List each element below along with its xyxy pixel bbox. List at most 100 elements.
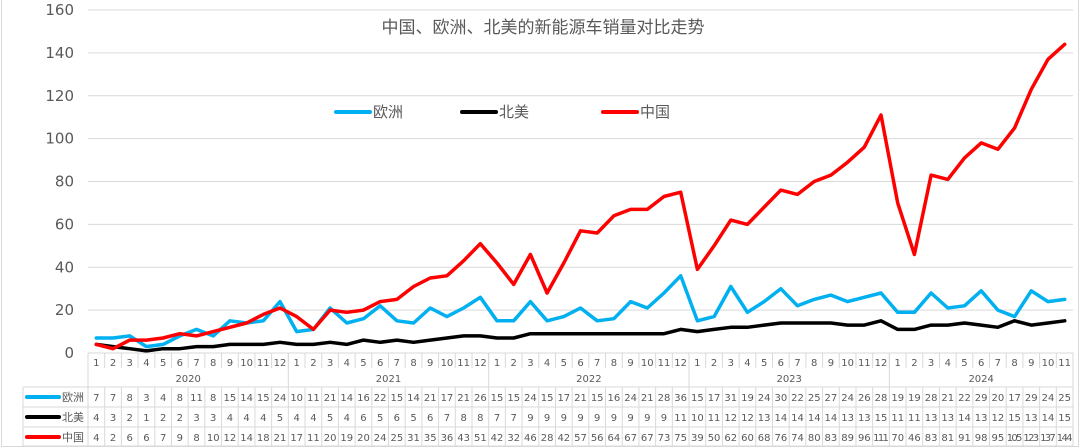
table-cell-value: 9 xyxy=(594,413,600,424)
table-cell-value: 32 xyxy=(507,433,520,444)
table-cell-value: 9 xyxy=(577,413,583,424)
month-label: 6 xyxy=(177,358,183,369)
month-label: 10 xyxy=(841,358,854,369)
table-cell-value: 75 xyxy=(674,433,687,444)
table-cell-value: 4 xyxy=(243,413,249,424)
month-label: 9 xyxy=(828,358,834,369)
y-axis: 0 20 40 60 80 100 120 140 160 xyxy=(45,1,74,362)
table-cell-value: 28 xyxy=(541,433,554,444)
month-label: 9 xyxy=(227,358,233,369)
month-label: 4 xyxy=(744,358,750,369)
table-cell-value: 42 xyxy=(491,433,504,444)
table-cell-value: 11 xyxy=(674,413,687,424)
table-cell-value: 4 xyxy=(260,413,266,424)
table-cell-value: 76 xyxy=(774,433,787,444)
table-cell-value: 8 xyxy=(127,393,133,404)
table-cell-value: 18 xyxy=(257,433,270,444)
table-cell-value: 8 xyxy=(460,413,466,424)
table-cell-value: 3 xyxy=(193,413,199,424)
month-label: 5 xyxy=(761,358,767,369)
table-cell-value: 28 xyxy=(925,393,938,404)
table-cell-value: 11 xyxy=(307,433,320,444)
table-cell-value: 81 xyxy=(941,433,954,444)
legend-item: 欧洲 xyxy=(334,103,403,121)
table-cell-value: 24 xyxy=(274,393,287,404)
month-label: 6 xyxy=(577,358,583,369)
month-label: 7 xyxy=(995,358,1001,369)
table-cell-value: 8 xyxy=(477,413,483,424)
month-label: 8 xyxy=(210,358,216,369)
table-cell-value: 9 xyxy=(661,413,667,424)
table-cell-value: 14 xyxy=(774,413,787,424)
month-label: 5 xyxy=(360,358,366,369)
table-cell-value: 12 xyxy=(224,433,237,444)
table-cell-value: 21 xyxy=(324,393,337,404)
table-cell-value: 14 xyxy=(825,413,838,424)
month-label: 1 xyxy=(494,358,500,369)
month-label: 3 xyxy=(928,358,934,369)
table-cell-value: 24 xyxy=(841,393,854,404)
table-cell-value: 4 xyxy=(227,413,233,424)
data-table: 1 2 3 4 5 6 7 8 9 10 11 12 1 2 3 4 5 6 7 8 9 10 11 12 1 2 3 4 5 6 7 8 9 1… xyxy=(22,352,1074,447)
table-cell-value: 105 xyxy=(1007,433,1023,444)
table-cell-value: 16 xyxy=(608,393,621,404)
year-label: 2020 xyxy=(175,374,200,385)
month-label: 1 xyxy=(895,358,901,369)
table-cell-value: 73 xyxy=(658,433,671,444)
month-label: 12 xyxy=(875,358,888,369)
table-cell-value: 9 xyxy=(561,413,567,424)
month-label: 7 xyxy=(794,358,800,369)
month-label: 2 xyxy=(110,358,116,369)
year-label: 2023 xyxy=(776,374,801,385)
table-cell-value: 26 xyxy=(858,393,871,404)
table-cell-value: 14 xyxy=(407,393,420,404)
month-label: 12 xyxy=(674,358,687,369)
table-cell-value: 35 xyxy=(424,433,437,444)
table-cell-value: 39 xyxy=(691,433,704,444)
table-cell-value: 2 xyxy=(110,433,116,444)
table-cell-value: 12 xyxy=(992,413,1005,424)
table-cell-value: 6 xyxy=(427,413,433,424)
table-cell-value: 98 xyxy=(975,433,988,444)
table-cell-value: 21 xyxy=(274,433,287,444)
month-label: 4 xyxy=(344,358,350,369)
table-row-label: 中国 xyxy=(62,431,84,444)
table-cell-value: 17 xyxy=(557,393,570,404)
table-cell-value: 13 xyxy=(925,413,938,424)
month-label: 9 xyxy=(427,358,433,369)
month-label: 12 xyxy=(274,358,287,369)
table-cell-value: 28 xyxy=(658,393,671,404)
table-cell-value: 31 xyxy=(724,393,737,404)
year-label: 2022 xyxy=(576,374,601,385)
month-label: 11 xyxy=(858,358,871,369)
month-label: 11 xyxy=(658,358,671,369)
y-tick-label: 20 xyxy=(55,301,74,319)
gridlines xyxy=(88,9,1073,311)
table-cell-value: 96 xyxy=(858,433,871,444)
month-label: 1 xyxy=(93,358,99,369)
table-cell-value: 4 xyxy=(310,413,316,424)
month-label: 9 xyxy=(1028,358,1034,369)
table-cell-value: 9 xyxy=(544,413,550,424)
month-label: 10 xyxy=(240,358,253,369)
table-cell-value: 13 xyxy=(975,413,988,424)
table-cell-value: 25 xyxy=(808,393,821,404)
table-cell-value: 17 xyxy=(290,433,303,444)
table-cell-value: 22 xyxy=(374,393,387,404)
table-cell-value: 13 xyxy=(758,413,771,424)
table-cell-value: 60 xyxy=(741,433,754,444)
month-label: 7 xyxy=(594,358,600,369)
y-tick-label: 120 xyxy=(45,87,74,105)
table-cell-value: 14 xyxy=(240,433,253,444)
table-cell-value: 14 xyxy=(340,393,353,404)
table-cell-value: 19 xyxy=(340,433,353,444)
table-cell-value: 13 xyxy=(841,413,854,424)
table-cell-value: 24 xyxy=(758,393,771,404)
table-cell-value: 50 xyxy=(708,433,721,444)
table-cell-value: 8 xyxy=(177,393,183,404)
year-label: 2021 xyxy=(376,374,401,385)
table-cell-value: 7 xyxy=(110,393,116,404)
table-cell-value: 24 xyxy=(624,393,637,404)
table-cell-value: 20 xyxy=(357,433,370,444)
table-cell-value: 95 xyxy=(992,433,1005,444)
